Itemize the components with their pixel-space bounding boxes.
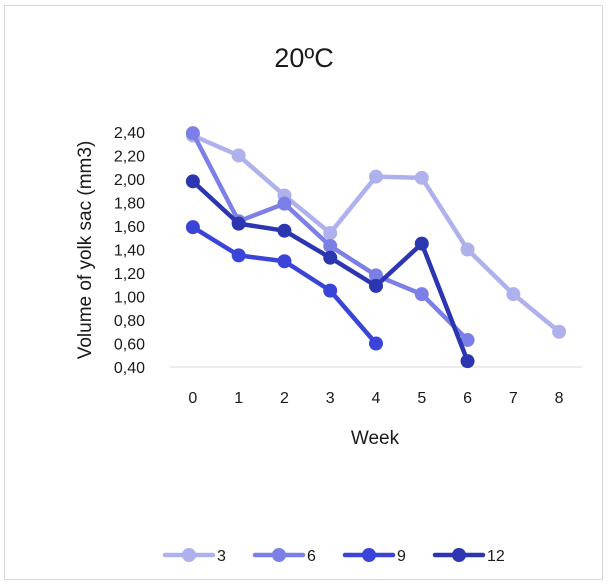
data-point: [369, 268, 383, 283]
data-point: [185, 126, 200, 141]
data-point: [231, 216, 246, 231]
y-tick-label: 0,60: [114, 337, 145, 354]
legend-item-3: 3: [162, 548, 226, 565]
legend-item-6: 6: [252, 548, 316, 565]
legend-label: 6: [307, 548, 316, 565]
x-tick-label: 6: [463, 390, 472, 407]
x-tick-label: 3: [326, 390, 335, 407]
legend-label: 12: [487, 548, 505, 565]
x-tick-label: 2: [280, 390, 289, 407]
x-tick-label: 8: [555, 390, 564, 407]
series-9: [185, 220, 383, 351]
legend-swatch-marker: [182, 548, 196, 562]
data-point: [231, 248, 246, 263]
data-point: [414, 287, 429, 302]
data-point: [414, 236, 429, 251]
x-tick-label: 1: [234, 390, 243, 407]
y-tick-label: 1,80: [114, 196, 145, 213]
series-layer: [185, 126, 567, 369]
legend-item-9: 9: [342, 548, 406, 565]
legend-label: 9: [397, 548, 406, 565]
data-point: [231, 148, 246, 163]
series-line: [190, 224, 379, 346]
legend-swatch-marker: [362, 548, 376, 562]
y-axis-ticks: 0,40 0,60 0,80 1,00 1,20 1,40 1,60 1,80 2,00 2,20…: [114, 125, 145, 377]
y-tick-label: 1,40: [114, 243, 145, 260]
legend-label: 3: [217, 548, 226, 565]
legend-swatch-marker: [272, 548, 286, 562]
data-point: [277, 223, 292, 238]
x-tick-label: 5: [417, 390, 426, 407]
x-tick-label: 4: [372, 390, 381, 407]
y-tick-label: 0,40: [114, 360, 145, 377]
y-tick-label: 2,00: [114, 172, 145, 189]
data-point: [323, 250, 338, 265]
data-point: [460, 242, 475, 257]
legend-item-12: 12: [432, 548, 505, 565]
series-12: [185, 174, 475, 369]
data-point: [323, 283, 338, 298]
data-point: [369, 278, 383, 293]
data-point: [323, 226, 338, 241]
data-point: [414, 170, 429, 185]
data-point: [369, 169, 383, 184]
chart-title: 20ºC: [274, 43, 333, 73]
data-point: [185, 174, 200, 189]
y-tick-label: 1,60: [114, 219, 145, 236]
data-point: [185, 220, 200, 235]
data-point: [277, 254, 292, 269]
y-tick-label: 0,80: [114, 313, 145, 330]
legend: 3 6 9 12: [162, 548, 505, 565]
data-point: [552, 324, 567, 339]
data-point: [460, 354, 475, 369]
series-3: [185, 128, 567, 339]
y-tick-label: 2,40: [114, 125, 145, 142]
y-tick-label: 2,20: [114, 149, 145, 166]
x-tick-label: 0: [188, 390, 197, 407]
x-tick-label: 7: [509, 390, 518, 407]
chart-frame: [4, 5, 603, 580]
legend-swatch-marker: [452, 548, 466, 562]
data-point: [460, 332, 475, 347]
data-point: [277, 196, 292, 211]
y-tick-label: 1,20: [114, 266, 145, 283]
y-tick-label: 1,00: [114, 290, 145, 307]
data-point: [323, 238, 338, 253]
x-axis-ticks: 0 1 2 3 4 5 6 7 8: [188, 390, 563, 407]
series-line: [190, 133, 562, 334]
data-point: [506, 287, 521, 302]
x-axis-title: Week: [351, 428, 400, 449]
data-point: [369, 336, 383, 351]
y-axis-title: Volume of yolk sac (mm3): [75, 141, 96, 360]
